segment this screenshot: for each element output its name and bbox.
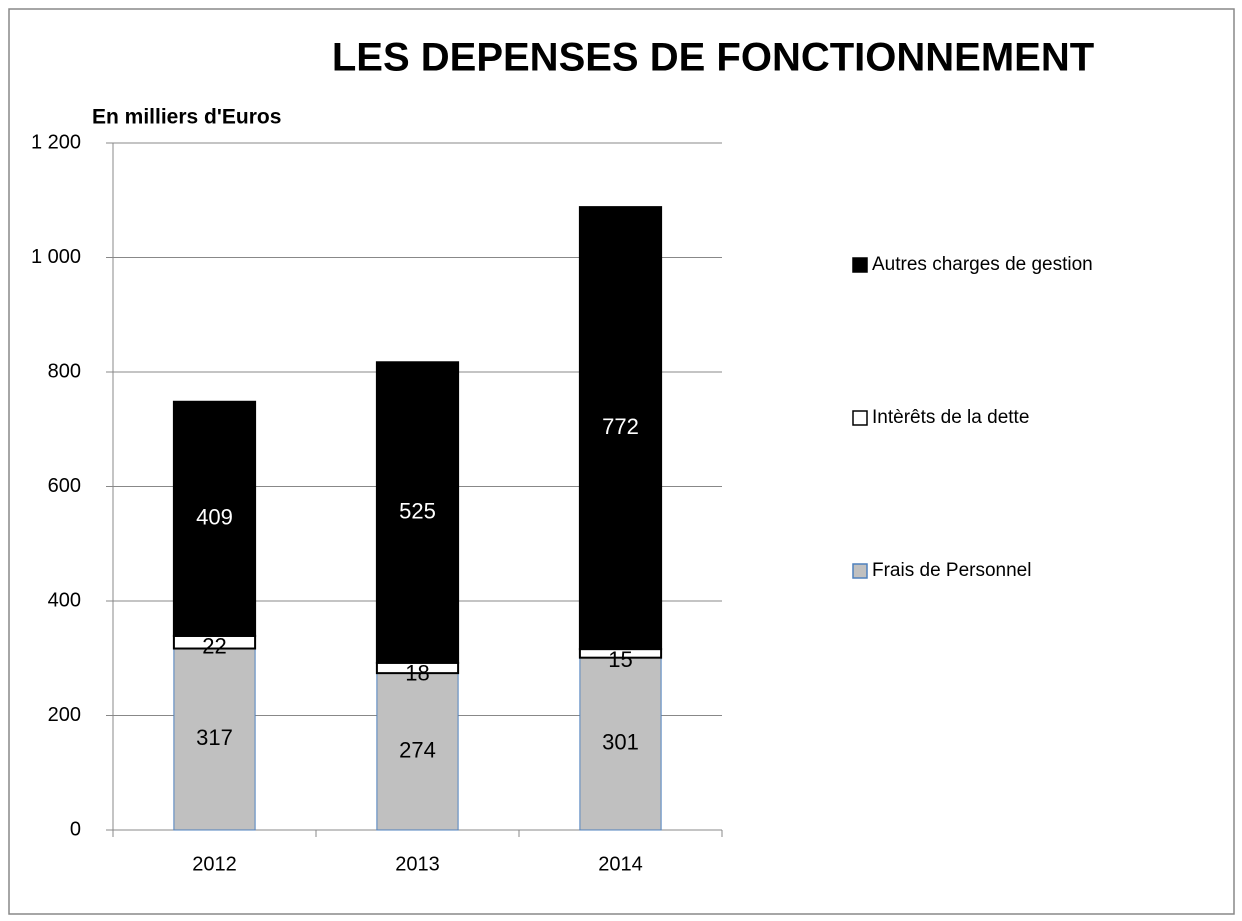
legend-label: Autres charges de gestion [872, 254, 1093, 275]
bar-segment [579, 657, 662, 831]
data-label: 301 [602, 730, 639, 755]
data-label: 317 [196, 725, 233, 750]
data-label: 409 [196, 505, 233, 530]
data-label: 525 [399, 498, 436, 523]
bar-segment [375, 361, 460, 664]
bar-segment [173, 648, 256, 831]
y-tick-label: 0 [70, 818, 81, 840]
y-tick-label: 800 [48, 360, 81, 382]
data-label: 22 [202, 634, 226, 659]
x-tick-label: 2013 [395, 853, 440, 875]
bar-segment [172, 400, 257, 637]
bar-segment [376, 672, 459, 831]
bar-segment [578, 206, 663, 651]
y-tick-label: 1 000 [31, 246, 81, 268]
x-tick-label: 2014 [598, 853, 643, 875]
y-tick-label: 400 [48, 589, 81, 611]
data-label: 15 [608, 647, 632, 672]
y-tick-label: 1 200 [31, 131, 81, 153]
data-label: 772 [602, 414, 639, 439]
data-label: 274 [399, 737, 436, 762]
legend-swatch [852, 257, 868, 273]
y-tick-label: 200 [48, 704, 81, 726]
y-axis-label: En milliers d'Euros [92, 106, 281, 129]
legend-label: Intèrêts de la dette [872, 407, 1029, 428]
legend-swatch [852, 563, 868, 579]
y-tick-label: 600 [48, 475, 81, 497]
x-tick-label: 2012 [192, 853, 237, 875]
data-label: 18 [405, 661, 429, 686]
legend-swatch [852, 410, 868, 426]
legend-label: Frais de Personnel [872, 560, 1031, 581]
chart-title: LES DEPENSES DE FONCTIONNEMENT [332, 36, 1094, 80]
